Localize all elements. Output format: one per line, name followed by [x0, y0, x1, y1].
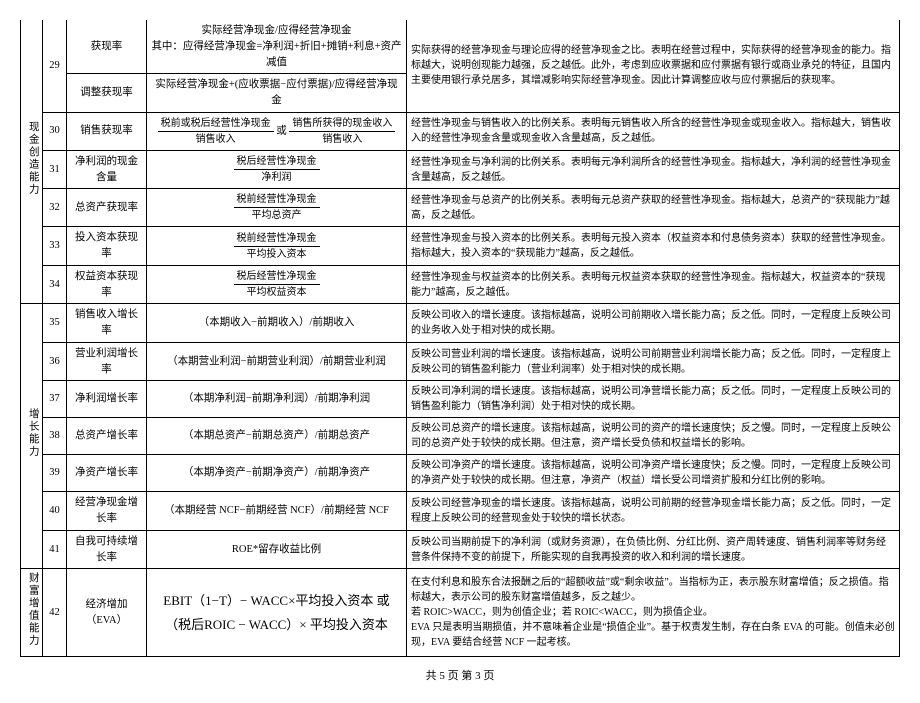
metric-description: 经营性净现金与总资产的比例关系。表明每元总资产获取的经营性净现金。指标越大，总资…	[407, 189, 900, 227]
row-number: 34	[43, 265, 67, 304]
row-number: 40	[43, 492, 67, 531]
row-number: 30	[43, 112, 67, 150]
row-number: 36	[43, 342, 67, 381]
metric-name: 营业利润增长率	[67, 342, 147, 381]
row-number: 42	[43, 569, 67, 657]
metric-formula: （本期总资产−前期总资产）/前期总资产	[147, 418, 407, 455]
row-number: 38	[43, 418, 67, 455]
metric-description: 在支付利息和股东合法报酬之后的“超额收益”或“剩余收益”。当指标为正，表示股东财…	[407, 569, 900, 657]
metric-description: 经营性净现金与净利润的比例关系。表明每元净利润所含的经营性净现金。指标越大，净利…	[407, 150, 900, 189]
category-label: 财富增值能力	[25, 572, 41, 647]
metric-formula: 实际经营净现金+(应收票据−应付票据)/应得经营净现金	[147, 74, 407, 113]
metric-name: 调整获现率	[67, 74, 147, 113]
metric-formula: 税前或税后经营性净现金销售收入 或 销售所获得的现金收入销售收入	[147, 112, 407, 150]
metric-description: 经营性净现金与销售收入的比例关系。表明每元销售收入所含的经营性净现金或现金收入。…	[407, 112, 900, 150]
row-number: 29	[43, 20, 67, 112]
category-cell: 增长能力	[21, 304, 43, 569]
metric-name: 总资产获现率	[67, 189, 147, 227]
metric-formula: （本期营业利润−前期营业利润）/前期营业利润	[147, 342, 407, 381]
metric-name: 经营净现金增长率	[67, 492, 147, 531]
metric-formula: ROE*留存收益比例	[147, 530, 407, 569]
category-label: 现金创造能力	[25, 121, 41, 196]
metric-name: 销售获现率	[67, 112, 147, 150]
row-number: 41	[43, 530, 67, 569]
metric-description: 反映公司当期前提下的净利润（或财务资源），在负债比例、分红比例、资产周转速度、销…	[407, 530, 900, 569]
metric-name: 获现率	[67, 20, 147, 74]
metric-name: 经济增加（EVA）	[67, 569, 147, 657]
metric-name: 总资产增长率	[67, 418, 147, 455]
metric-description: 反映公司经营净现金的增长速度。该指标越高，说明公司前期的经营净现金增长能力高；反…	[407, 492, 900, 531]
metric-description: 经营性净现金与投入资本的比例关系。表明每元投入资本（权益资本和付息债务资本）获取…	[407, 227, 900, 266]
page-footer: 共 5 页 第 3 页	[20, 667, 900, 683]
row-number: 35	[43, 304, 67, 343]
metric-description: 实际获得的经营净现金与理论应得的经营净现金之比。表明在经营过程中，实际获得的经营…	[407, 20, 900, 112]
metric-formula: （本期净利润−前期净利润）/前期净利润	[147, 381, 407, 418]
metric-name: 自我可持续增长率	[67, 530, 147, 569]
metric-name: 销售收入增长率	[67, 304, 147, 343]
metric-description: 反映公司营业利润的增长速度。该指标越高，说明公司前期营业利润增长能力高；反之低。…	[407, 342, 900, 381]
metric-formula: 实际经营净现金/应得经营净现金其中：应得经营净现金=净利润+折旧+摊销+利息+资…	[147, 20, 407, 74]
metric-name: 净利润的现金含量	[67, 150, 147, 189]
metric-formula: 税前经营性净现金平均总资产	[147, 189, 407, 227]
metric-formula: 税后经营性净现金平均权益资本	[147, 265, 407, 304]
metric-description: 经营性净现金与权益资本的比例关系。表明每元权益资本获取的经营性净现金。指标越大，…	[407, 265, 900, 304]
row-number: 33	[43, 227, 67, 266]
row-number: 39	[43, 455, 67, 492]
category-cell: 现金创造能力	[21, 20, 43, 304]
metric-description: 反映公司总资产的增长速度。该指标越高，说明公司的资产的增长速度快；反之慢。同时，…	[407, 418, 900, 455]
metric-description: 反映公司收入的增长速度。该指标越高，说明公司前期收入增长能力高；反之低。同时，一…	[407, 304, 900, 343]
metric-name: 净利润增长率	[67, 381, 147, 418]
row-number: 32	[43, 189, 67, 227]
page-container: 现金创造能力29获现率实际经营净现金/应得经营净现金其中：应得经营净现金=净利润…	[20, 20, 900, 683]
metric-description: 反映公司净资产的增长速度。该指标越高，说明公司净资产增长速度快；反之慢。同时，一…	[407, 455, 900, 492]
row-number: 37	[43, 381, 67, 418]
metric-formula: （本期收入−前期收入）/前期收入	[147, 304, 407, 343]
row-number: 31	[43, 150, 67, 189]
category-label: 增长能力	[25, 408, 41, 458]
metric-description: 反映公司净利润的增长速度。该指标越高，说明公司净营增长能力高；反之低。同时，一定…	[407, 381, 900, 418]
metric-name: 权益资本获现率	[67, 265, 147, 304]
metric-formula: （本期净资产−前期净资产）/前期净资产	[147, 455, 407, 492]
metric-name: 投入资本获现率	[67, 227, 147, 266]
metric-formula: EBIT（1−T）− WACC×平均投入资本 或（税后ROIC − WACC）×…	[147, 569, 407, 657]
finance-metrics-table: 现金创造能力29获现率实际经营净现金/应得经营净现金其中：应得经营净现金=净利润…	[20, 20, 900, 657]
metric-formula: （本期经营 NCF−前期经营 NCF）/前期经营 NCF	[147, 492, 407, 531]
metric-formula: 税后经营性净现金净利润	[147, 150, 407, 189]
metric-name: 净资产增长率	[67, 455, 147, 492]
category-cell: 财富增值能力	[21, 569, 43, 657]
metric-formula: 税前经营性净现金平均投入资本	[147, 227, 407, 266]
